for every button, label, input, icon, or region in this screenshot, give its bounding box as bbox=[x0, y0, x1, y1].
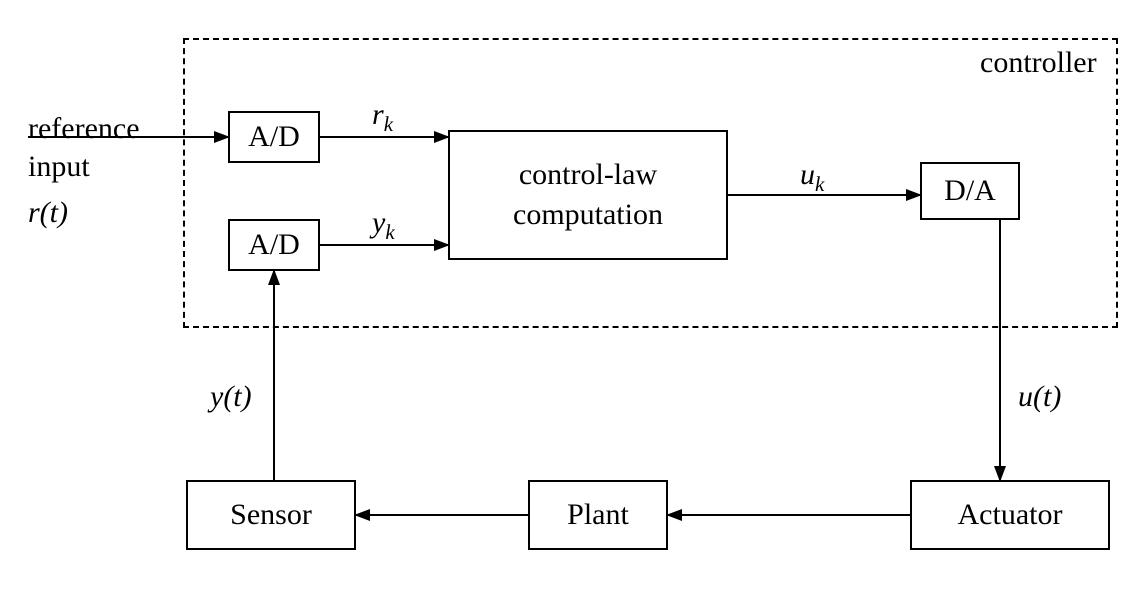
sensor-block: Sensor bbox=[186, 480, 356, 550]
ad-converter-1: A/D bbox=[228, 111, 320, 163]
da-label: D/A bbox=[944, 174, 996, 208]
reference-label-line1: reference bbox=[28, 112, 140, 146]
actuator-label: Actuator bbox=[958, 498, 1063, 532]
controller-label: controller bbox=[980, 46, 1097, 80]
control-law-block: control-lawcomputation bbox=[448, 130, 728, 260]
signal-yk-label: yk bbox=[372, 206, 395, 245]
control-law-label: control-lawcomputation bbox=[513, 155, 663, 235]
ad1-label: A/D bbox=[248, 120, 300, 154]
plant-block: Plant bbox=[528, 480, 668, 550]
ad-converter-2: A/D bbox=[228, 219, 320, 271]
block-diagram: controller reference input r(t) A/D A/D … bbox=[0, 0, 1143, 595]
da-converter: D/A bbox=[920, 162, 1020, 220]
reference-label-line2: input bbox=[28, 150, 90, 184]
signal-uk-label: uk bbox=[800, 158, 824, 197]
signal-ut-label: u(t) bbox=[1018, 380, 1061, 414]
ad2-label: A/D bbox=[248, 228, 300, 262]
plant-label: Plant bbox=[567, 498, 629, 532]
actuator-block: Actuator bbox=[910, 480, 1110, 550]
signal-rk-label: rk bbox=[372, 98, 393, 137]
signal-yt-label: y(t) bbox=[210, 380, 252, 414]
r-of-t-label: r(t) bbox=[28, 196, 68, 230]
sensor-label: Sensor bbox=[230, 498, 312, 532]
